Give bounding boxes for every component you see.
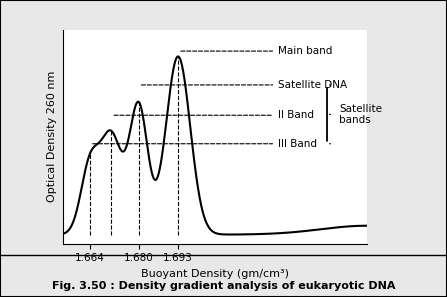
Text: II Band: II Band xyxy=(278,110,314,120)
X-axis label: Buoyant Density (gm/cm³): Buoyant Density (gm/cm³) xyxy=(140,269,289,279)
Text: Fig. 3.50 : Density gradient analysis of eukaryotic DNA: Fig. 3.50 : Density gradient analysis of… xyxy=(52,281,395,291)
Text: Satellite DNA: Satellite DNA xyxy=(278,80,347,90)
Y-axis label: Optical Density 260 nm: Optical Density 260 nm xyxy=(47,71,57,202)
Text: Main band: Main band xyxy=(278,46,333,56)
Text: III Band: III Band xyxy=(278,139,317,149)
Text: Satellite
bands: Satellite bands xyxy=(339,104,382,125)
